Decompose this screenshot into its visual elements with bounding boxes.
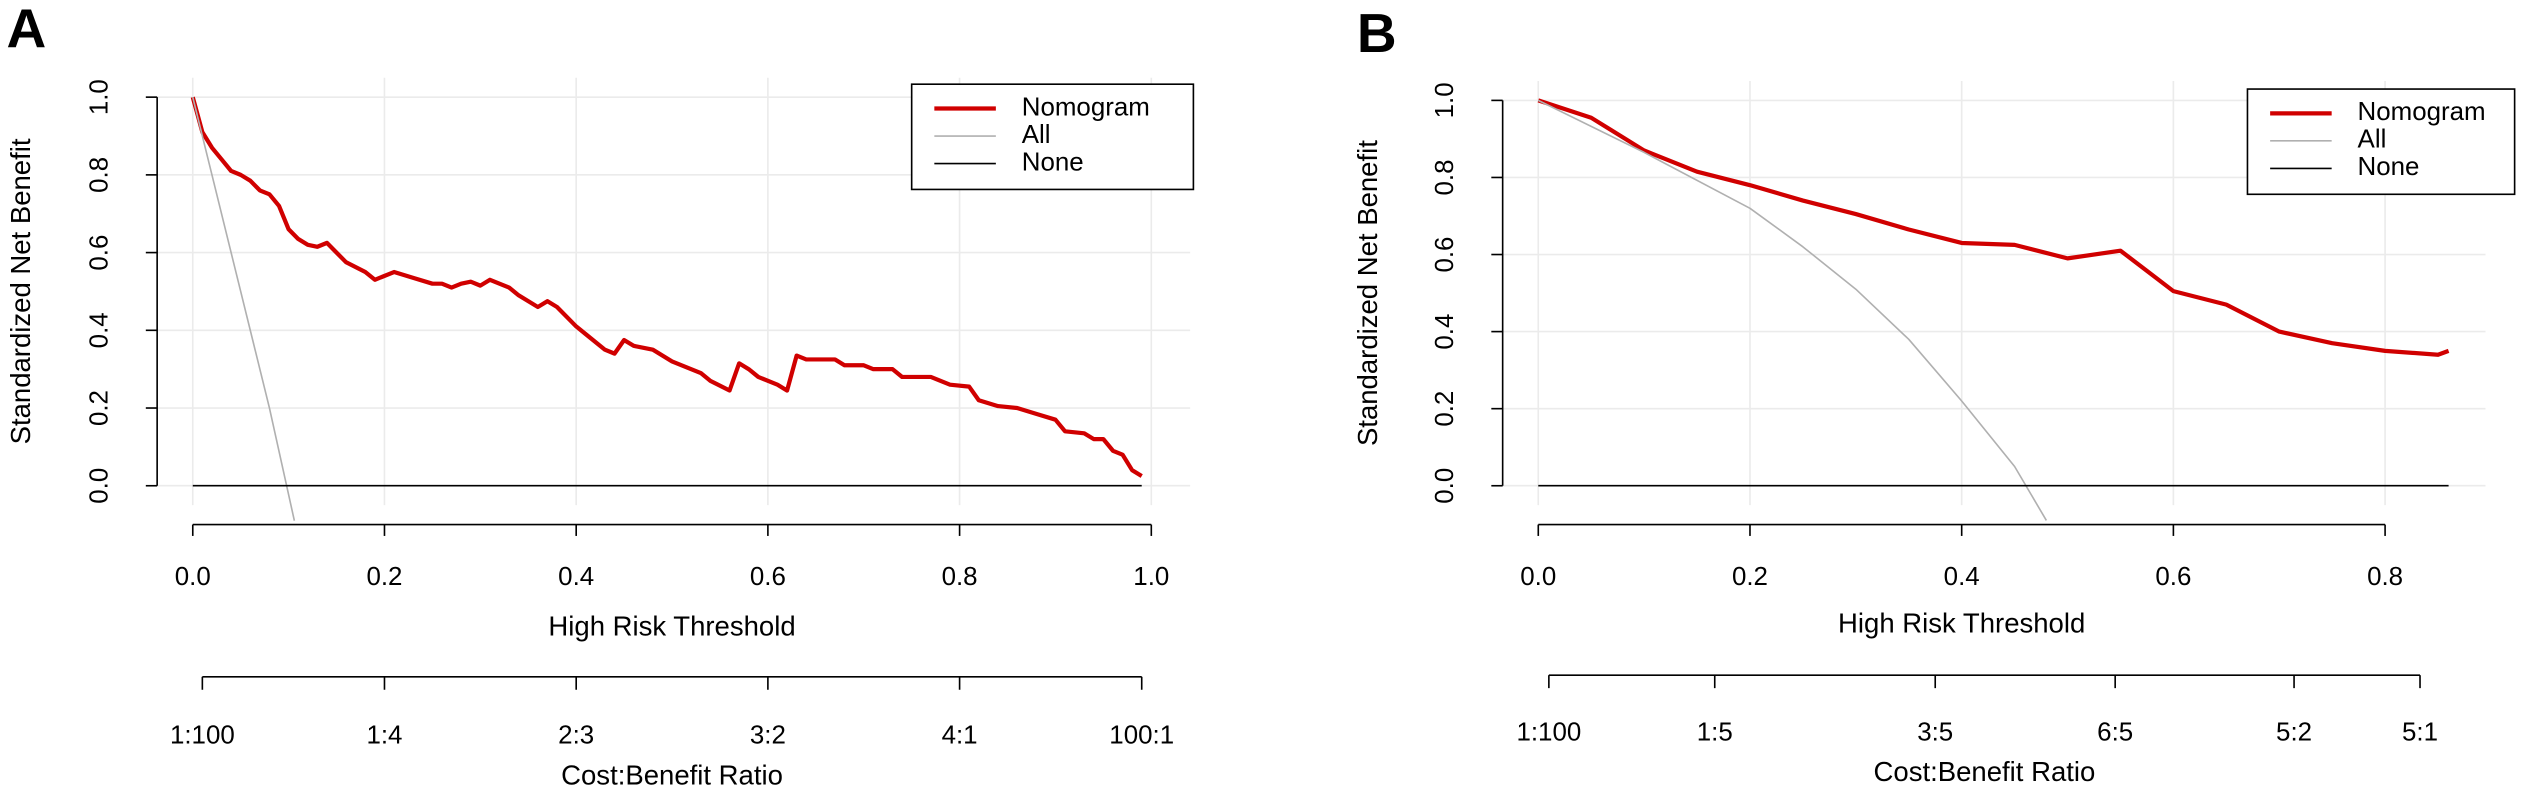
x-tick-label: 0.0 — [175, 563, 211, 591]
y-tick-label: 0.0 — [1431, 468, 1459, 504]
series-line — [190, 96, 1143, 478]
y-tick-label: 0.0 — [85, 468, 113, 504]
x-axis-label: High Risk Threshold — [1838, 607, 2085, 638]
x-tick-label: 0.2 — [1732, 563, 1768, 591]
x-axis-label: High Risk Threshold — [548, 610, 795, 641]
y-tick-label: 0.8 — [85, 157, 113, 193]
legend-label: None — [1022, 148, 1084, 176]
x-tick-label: 0.0 — [1520, 563, 1556, 591]
x-tick-label: 0.6 — [2155, 563, 2191, 591]
y-tick-label: 0.6 — [85, 235, 113, 271]
legend-label: None — [2358, 153, 2420, 181]
y-tick-label: 1.0 — [1431, 82, 1459, 118]
x2-tick-label: 3:2 — [750, 722, 786, 750]
x2-tick-label: 100:1 — [1109, 722, 1174, 750]
x2-tick-label: 1:100 — [170, 722, 235, 750]
x-tick-label: 0.4 — [558, 563, 594, 591]
x2-tick-label: 1:5 — [1697, 718, 1733, 746]
x2-tick-label: 2:3 — [558, 722, 594, 750]
series-line — [191, 96, 296, 521]
x2-axis-label: Cost:Benefit Ratio — [561, 759, 783, 790]
x-tick-label: 0.4 — [1944, 563, 1980, 591]
x2-tick-label: 4:1 — [942, 722, 978, 750]
y-tick-label: 0.8 — [1431, 159, 1459, 195]
series-line — [1537, 99, 2048, 521]
y-tick-label: 0.4 — [85, 312, 113, 348]
legend-label: Nomogram — [2358, 98, 2486, 126]
x-tick-label: 0.8 — [2367, 563, 2403, 591]
y-tick-label: 0.2 — [85, 390, 113, 426]
y-tick-label: 0.2 — [1431, 391, 1459, 427]
panel-label: A — [7, 0, 47, 59]
y-tick-label: 0.4 — [1431, 314, 1459, 350]
x-tick-label: 0.6 — [750, 563, 786, 591]
legend-label: All — [2358, 126, 2387, 154]
y-axis-label: Standardized Net Benefit — [1352, 140, 1383, 446]
legend-label: All — [1022, 121, 1051, 149]
x-tick-label: 0.2 — [366, 563, 402, 591]
x-tick-label: 0.8 — [942, 563, 978, 591]
x2-tick-label: 5:2 — [2276, 718, 2312, 746]
x2-tick-label: 3:5 — [1917, 718, 1953, 746]
x-tick-label: 1.0 — [1133, 563, 1169, 591]
x2-tick-label: 1:100 — [1516, 718, 1581, 746]
y-tick-label: 0.6 — [1431, 237, 1459, 273]
x2-tick-label: 6:5 — [2097, 718, 2133, 746]
x2-tick-label: 1:4 — [366, 722, 402, 750]
y-tick-label: 1.0 — [85, 79, 113, 115]
legend-label: Nomogram — [1022, 93, 1150, 121]
x2-axis-label: Cost:Benefit Ratio — [1874, 756, 2096, 787]
y-axis-label: Standardized Net Benefit — [5, 138, 36, 444]
x2-tick-label: 5:1 — [2402, 718, 2438, 746]
panel-label: B — [1357, 2, 1397, 64]
series-line — [1537, 98, 2450, 357]
